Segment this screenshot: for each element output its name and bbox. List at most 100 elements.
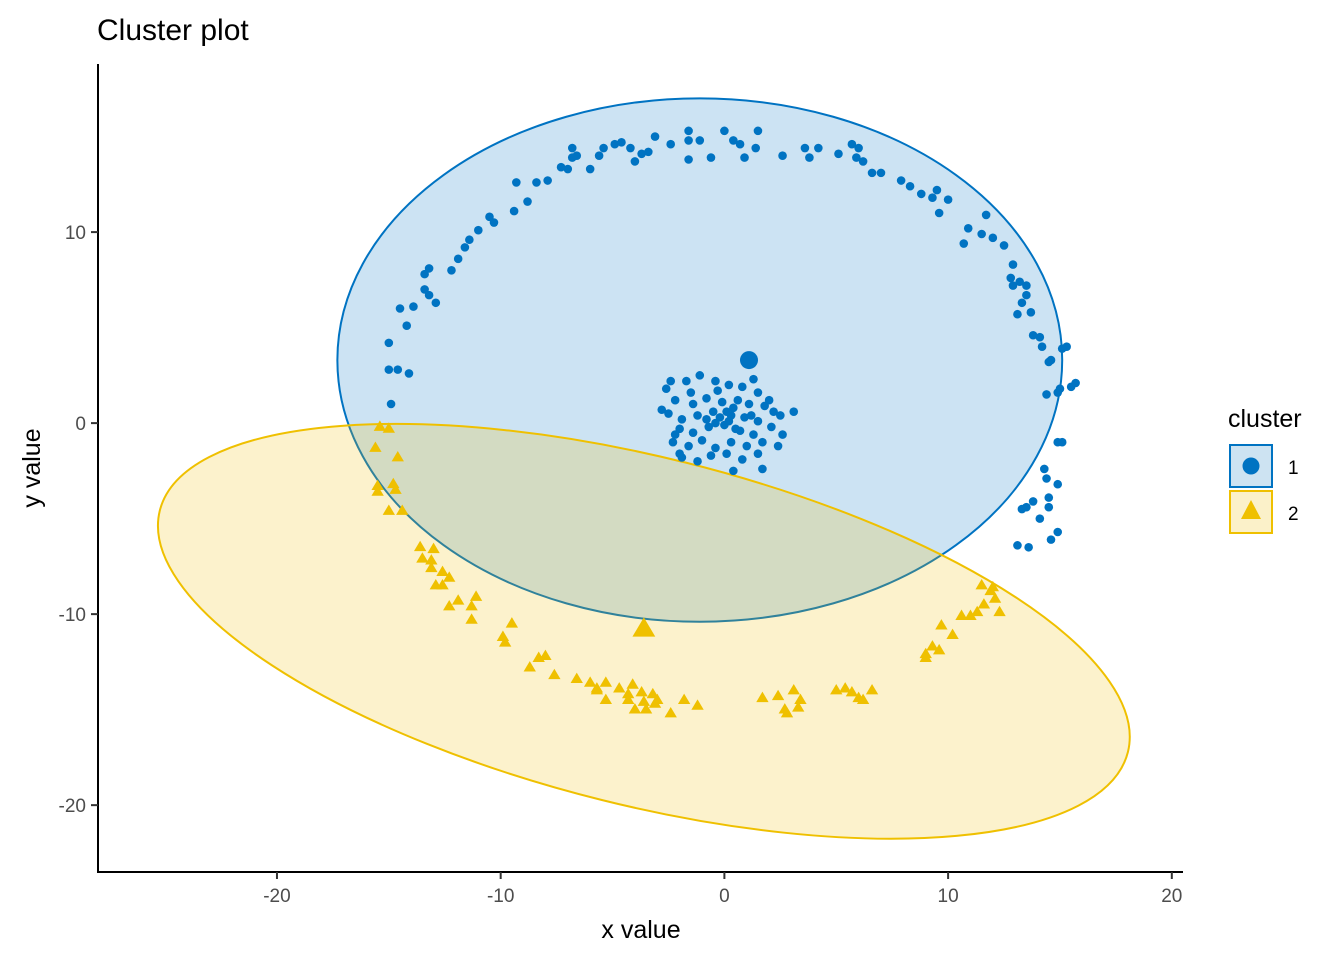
cluster-2-point xyxy=(993,605,1006,617)
cluster-1-point xyxy=(769,407,778,416)
cluster-2-point xyxy=(613,682,626,693)
chart-title: Cluster plot xyxy=(97,14,249,47)
legend: cluster 1 2 xyxy=(1228,405,1302,534)
cluster-1-point xyxy=(726,437,736,447)
cluster-1-point xyxy=(670,430,680,439)
cluster-1-point xyxy=(431,298,441,308)
cluster-1-point xyxy=(735,139,745,149)
cluster-1-point xyxy=(424,264,434,273)
cluster-2-centroid xyxy=(632,617,656,637)
cluster-2-point xyxy=(382,422,395,433)
cluster-2-point xyxy=(651,693,664,704)
cluster-1-point xyxy=(737,455,747,464)
cluster-2-point xyxy=(371,485,384,496)
legend-item-2: 2 xyxy=(1229,490,1299,534)
cluster-1-point xyxy=(599,143,608,153)
cluster-1-point xyxy=(684,126,693,136)
cluster-2-point xyxy=(590,684,604,695)
cluster-1-point xyxy=(847,139,857,149)
legend-triangle-icon xyxy=(1241,500,1261,519)
cluster-1-point xyxy=(764,395,774,405)
cluster-1-centroid xyxy=(740,351,758,370)
cluster-1-point xyxy=(512,178,521,187)
cluster-1-point xyxy=(731,424,740,434)
cluster-1-point xyxy=(1026,308,1036,317)
cluster-2-point xyxy=(946,628,959,640)
cluster-2-point xyxy=(856,693,870,704)
cluster-1-point xyxy=(767,422,776,432)
cluster-1-point xyxy=(722,449,731,458)
cluster-1-point xyxy=(789,407,799,416)
cluster-1-point xyxy=(1071,378,1080,388)
cluster-1-point xyxy=(1035,514,1045,523)
cluster-1-point xyxy=(928,193,937,203)
cluster-1-point xyxy=(711,418,720,428)
cluster-1-point xyxy=(670,395,680,405)
cluster-2-point xyxy=(389,483,402,494)
cluster-1-point xyxy=(722,407,731,416)
cluster-1-point xyxy=(704,422,714,432)
cluster-1-point xyxy=(1028,497,1038,506)
cluster-2-point xyxy=(792,701,805,712)
cluster-1-point xyxy=(1028,330,1038,340)
cluster-1-point xyxy=(742,441,752,451)
cluster-1-point xyxy=(594,151,604,160)
cluster-1-point xyxy=(724,416,734,426)
cluster-1-point xyxy=(585,164,595,174)
cluster-2-point xyxy=(955,609,968,620)
cluster-1-point xyxy=(858,157,868,166)
cluster-1-point xyxy=(688,399,698,409)
cluster-1-point xyxy=(854,143,863,153)
cluster-1-point xyxy=(695,371,705,380)
cluster-1-point xyxy=(1039,464,1049,474)
cluster-1-point xyxy=(644,147,653,157)
cluster-1-point xyxy=(805,153,814,162)
cluster-1-point xyxy=(999,241,1009,250)
y-axis-title: y value xyxy=(18,428,46,507)
cluster-1-point xyxy=(988,233,998,243)
cluster-2-point xyxy=(771,689,785,701)
cluster-1-point xyxy=(666,139,676,149)
cluster-2-point xyxy=(839,682,852,693)
cluster-2-point xyxy=(780,706,794,718)
cluster-2-point xyxy=(971,605,984,617)
cluster-1-point xyxy=(668,437,678,447)
cluster-1-point xyxy=(404,369,414,378)
cluster-2-point xyxy=(416,552,429,563)
cluster-1-point xyxy=(1053,527,1063,537)
cluster-1-point xyxy=(424,290,434,300)
y-tick-label: -20 xyxy=(59,796,86,817)
cluster-2-point xyxy=(436,565,449,577)
cluster-2-point xyxy=(830,684,843,695)
cluster-1-point xyxy=(572,151,582,160)
cluster-1-point xyxy=(1013,309,1022,319)
cluster-2-point xyxy=(691,699,704,710)
cluster-1-point xyxy=(753,388,763,397)
cluster-1-point xyxy=(773,441,783,451)
cluster-1-point xyxy=(1046,355,1056,365)
cluster-1-point xyxy=(693,411,702,420)
cluster-1-point xyxy=(1015,277,1024,287)
legend-label-1: 1 xyxy=(1288,458,1299,479)
cluster-2-point xyxy=(539,649,552,661)
cluster-1-point xyxy=(1017,504,1027,514)
legend-item-1: 1 xyxy=(1229,444,1299,488)
cluster-2-point xyxy=(964,609,977,620)
cluster-1-point xyxy=(677,414,687,424)
cluster-1-point xyxy=(489,218,499,227)
y-tick-label: -10 xyxy=(59,605,86,626)
cluster-1-point xyxy=(664,409,673,418)
cluster-2-point xyxy=(926,640,939,651)
data-points xyxy=(369,126,1080,718)
cluster-2-point xyxy=(452,594,465,605)
cluster-1-point xyxy=(688,428,698,437)
x-tick-label: -20 xyxy=(263,886,290,907)
cluster-1-point xyxy=(395,304,405,313)
legend-label-2: 2 xyxy=(1288,504,1299,525)
cluster-1-point xyxy=(556,162,566,172)
cluster-2-point xyxy=(425,554,438,565)
cluster-2-point xyxy=(975,578,988,590)
cluster-1-point xyxy=(610,139,620,149)
cluster-2-point xyxy=(626,678,639,689)
